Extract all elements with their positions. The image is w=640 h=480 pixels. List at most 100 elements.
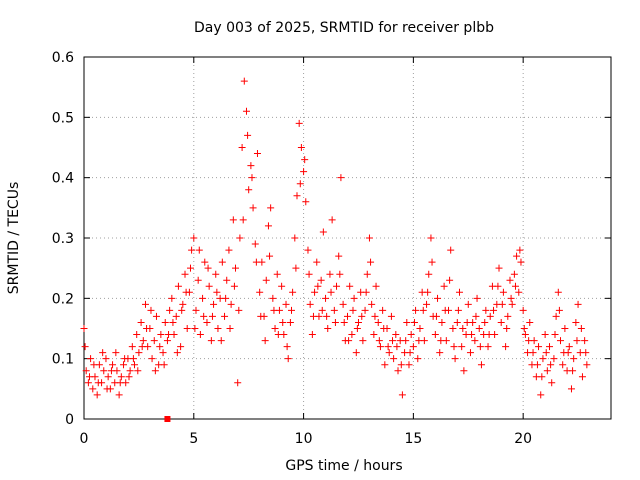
data-point [107,367,115,375]
data-point [537,391,545,399]
data-point [181,270,189,278]
data-point [230,282,238,290]
data-point [441,306,449,314]
data-point [117,373,125,381]
data-point [428,258,436,266]
data-point [85,373,93,381]
data-point [390,355,398,363]
data-point [319,228,327,236]
data-point [336,270,344,278]
data-point [387,312,395,320]
data-point [94,379,102,387]
data-point [519,306,527,314]
data-point [375,337,383,345]
x-axis-label: GPS time / hours [285,458,402,474]
data-point [236,234,244,242]
data-point [578,373,586,381]
data-point [266,252,274,260]
data-point [346,282,354,290]
data-point [269,294,277,302]
data-point [207,337,215,345]
data-point [129,355,137,363]
data-point [131,361,139,369]
data-point [372,282,380,290]
data-point [502,343,510,351]
data-point [286,318,294,326]
y-tick-label: 0.1 [52,352,74,368]
data-point [235,306,243,314]
data-point [409,343,417,351]
data-point [569,367,577,375]
data-point [305,270,313,278]
data-point [150,337,158,345]
data-point [318,306,326,314]
data-point [152,312,160,320]
data-point [218,258,226,266]
data-point [425,270,433,278]
data-point [449,325,457,332]
data-point [308,331,316,339]
data-point [199,294,207,302]
data-point [427,234,435,242]
data-point [80,325,88,332]
data-point [381,361,389,369]
data-point [410,318,418,326]
data-point [251,240,259,248]
data-point [288,306,296,314]
data-point [87,355,95,363]
data-point [513,252,521,260]
data-point [234,379,242,387]
data-point [541,331,549,339]
data-point [363,270,371,278]
data-point [282,300,290,308]
data-point [415,337,423,345]
data-point [212,270,220,278]
data-point [203,318,211,326]
data-point [407,331,415,339]
data-point [458,343,466,351]
data-point [484,343,492,351]
data-point [239,216,247,224]
data-point [506,276,514,284]
data-point [225,246,233,254]
data-point [398,391,406,399]
data-point [238,144,246,151]
data-point [472,312,480,320]
data-point [520,325,528,332]
data-point [112,349,120,357]
data-point [143,325,151,332]
data-point [204,264,212,272]
data-point [252,258,260,266]
data-point [121,355,129,363]
data-point [330,306,338,314]
data-point [340,318,348,326]
data-point [463,318,471,326]
data-point [279,318,287,326]
data-point [573,337,581,345]
data-point [434,294,442,302]
data-point [451,355,459,363]
x-tick-label: 20 [514,431,532,447]
data-point [293,192,301,200]
data-point [186,264,194,272]
data-point [459,325,467,332]
data-point [374,318,382,326]
data-point [436,349,444,357]
y-axis-label: SRMTID / TECUs [6,182,22,295]
data-point [148,355,156,363]
data-point [432,312,440,320]
square-marker [164,416,171,422]
data-point [495,264,503,272]
data-point [159,349,167,357]
data-point [437,337,445,345]
data-point [554,288,562,296]
data-point [362,288,370,296]
data-point [460,367,468,375]
data-point [337,174,345,182]
y-tick-label: 0.6 [52,50,74,66]
data-point [267,204,275,212]
data-point [262,276,270,284]
data-point [314,282,322,290]
data-point [182,288,190,296]
data-point [367,258,375,266]
